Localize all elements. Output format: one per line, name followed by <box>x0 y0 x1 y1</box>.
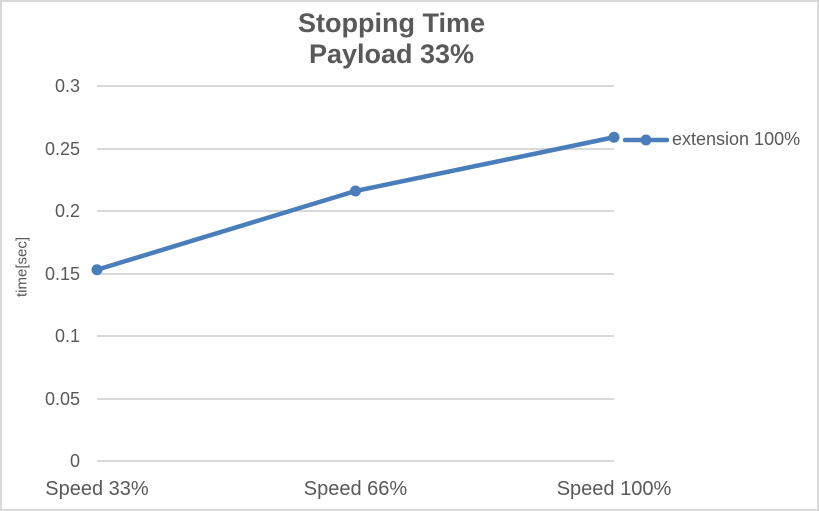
y-tick-label: 0.25 <box>44 138 80 159</box>
gridline <box>97 147 614 150</box>
data-point-marker <box>350 185 361 197</box>
y-tick-label: 0.05 <box>44 388 80 409</box>
gridline <box>97 460 614 462</box>
gridline <box>97 397 614 400</box>
legend: extension 100% <box>623 129 800 150</box>
legend-line-marker-icon <box>623 134 669 145</box>
gridline <box>97 335 614 337</box>
gridline <box>97 85 614 87</box>
x-tick-label: Speed 33% <box>45 478 149 500</box>
chart-title: Stopping Time <box>298 8 485 38</box>
data-point-marker <box>91 264 103 276</box>
y-tick-label: 0.1 <box>54 326 80 346</box>
x-tick-label: Speed 100% <box>556 478 672 500</box>
gridline <box>97 210 614 212</box>
series-line <box>94 135 617 272</box>
legend-label: extension 100% <box>672 129 801 149</box>
y-tick-label: 0 <box>69 451 80 471</box>
x-tick-label: Speed 66% <box>303 478 408 500</box>
y-tick-label: 0.15 <box>44 263 80 284</box>
data-point-marker <box>608 131 620 143</box>
chart-subtitle: Payload 33% <box>308 39 475 69</box>
chart-title-block: Stopping Time Payload 33% <box>2 8 781 70</box>
y-tick-label: 0.3 <box>54 76 80 96</box>
gridline <box>97 272 614 275</box>
y-tick-label: 0.2 <box>54 201 80 221</box>
